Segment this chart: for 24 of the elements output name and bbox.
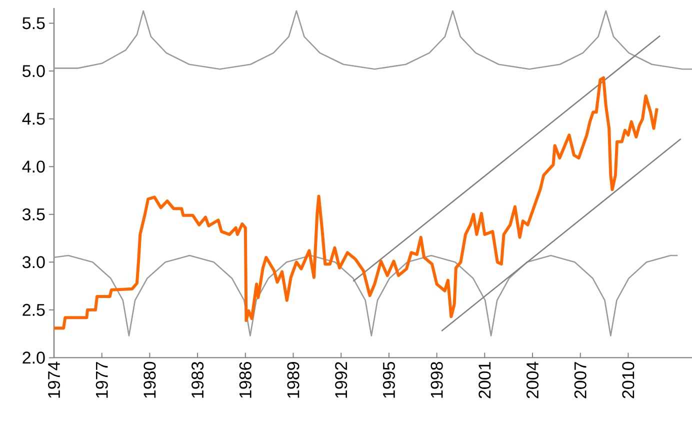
x-tick-label: 1983 <box>192 362 204 398</box>
x-tick-label: 1995 <box>382 362 395 398</box>
x-tick-label: 2010 <box>622 362 634 398</box>
x-tick-label: 2001 <box>478 362 491 398</box>
line-series <box>53 10 692 70</box>
y-tick-label: 4.5 <box>22 112 45 125</box>
line-series <box>53 254 678 336</box>
y-tick-label: 5.5 <box>22 17 45 30</box>
x-tick-label: 1974 <box>48 362 60 398</box>
line-series <box>52 76 658 330</box>
y-tick-label: 3.0 <box>22 256 45 268</box>
x-tick-label: 1989 <box>287 362 300 398</box>
y-tick-label: 2.5 <box>22 304 45 316</box>
y-tick-label: 3.5 <box>22 208 45 220</box>
x-tick-label: 1977 <box>96 362 108 398</box>
y-tick-label: 2.0 <box>22 352 45 364</box>
x-tick-label: 2007 <box>574 362 586 398</box>
x-tick-label: 1980 <box>144 362 156 398</box>
x-tick-label: 1998 <box>430 362 443 398</box>
x-tick-label: 1986 <box>239 362 252 398</box>
y-tick-label: 5.0 <box>22 65 45 78</box>
y-tick-label: 4.0 <box>22 160 45 173</box>
x-tick-label: 1992 <box>335 362 348 398</box>
x-tick-label: 2004 <box>526 362 539 398</box>
